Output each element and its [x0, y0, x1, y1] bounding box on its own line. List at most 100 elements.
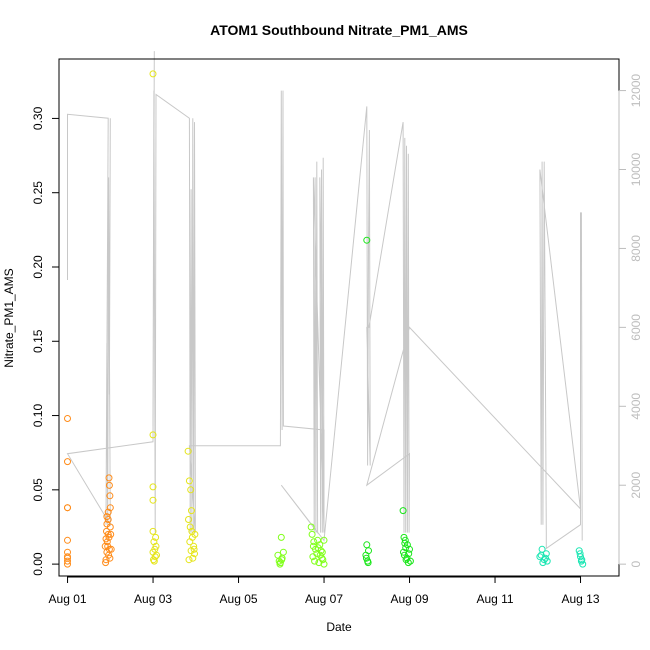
data-point [406, 545, 413, 553]
data-point [405, 550, 413, 558]
data-point [537, 551, 545, 559]
data-point [106, 554, 114, 562]
data-point [186, 523, 194, 531]
y2-tick-label: 8000 [629, 235, 643, 262]
data-point [102, 559, 110, 567]
y2-tick-label: 0 [629, 561, 643, 568]
data-point [310, 538, 318, 546]
data-point [150, 557, 158, 565]
data-point [105, 481, 113, 489]
data-point [107, 530, 115, 538]
data-point [64, 536, 71, 544]
data-point [103, 520, 111, 528]
data-point [578, 556, 586, 564]
data-point [311, 557, 319, 565]
data-point [318, 548, 326, 556]
data-point [104, 508, 112, 516]
data-point [320, 560, 328, 568]
y2-tick-label: 12000 [629, 74, 643, 108]
data-point [184, 447, 192, 455]
data-point [363, 541, 371, 549]
y-tick-label: 0.20 [31, 255, 45, 279]
data-point [105, 545, 113, 553]
data-point [103, 538, 111, 546]
y2-tick-label: 4000 [629, 393, 643, 420]
secondary-line [66, 51, 583, 550]
points-layer [64, 70, 587, 568]
data-point [106, 492, 114, 500]
x-tick-label: Aug 13 [562, 592, 600, 606]
data-point [105, 474, 113, 482]
y-tick-label: 0.05 [31, 478, 45, 502]
y-tick-label: 0.10 [31, 404, 45, 428]
data-point [149, 70, 157, 78]
data-point [149, 483, 157, 491]
y2-tick-label: 10000 [629, 152, 643, 186]
data-point [185, 556, 193, 564]
data-point [188, 507, 195, 515]
data-point [189, 554, 197, 562]
data-point [150, 538, 158, 546]
x-tick-label: Aug 09 [391, 592, 429, 606]
data-point [152, 533, 160, 541]
data-point [543, 557, 551, 565]
data-point [401, 536, 409, 544]
data-point [185, 516, 192, 523]
data-point [362, 554, 370, 562]
x-tick-label: Aug 11 [476, 592, 513, 606]
data-point [307, 523, 315, 531]
y2-axis: 0 2000 4000 6000 8000 10000 12000 [618, 74, 643, 568]
y-tick-label: 0.30 [31, 106, 45, 130]
data-point [149, 527, 157, 535]
x-tick-label: Aug 05 [220, 592, 258, 606]
data-point [579, 560, 587, 568]
x-axis-label: Date [326, 620, 352, 634]
data-point [187, 486, 195, 494]
secondary-line-layer [66, 51, 583, 550]
data-point [406, 557, 414, 565]
data-point [186, 538, 194, 546]
data-point [364, 559, 372, 567]
data-point [309, 553, 317, 561]
data-point [320, 536, 328, 544]
x-tick-label: Aug 07 [305, 592, 343, 606]
data-point [365, 547, 372, 555]
data-point [64, 415, 71, 422]
x-axis: Aug 01 Aug 03 Aug 05 Aug 07 Aug 09 Aug 11 Aug … [49, 576, 600, 606]
data-point [401, 539, 409, 547]
plot-frame [58, 58, 620, 577]
y-tick-label: 0.15 [31, 329, 45, 353]
y-tick-label: 0.25 [31, 181, 45, 205]
data-point [542, 550, 550, 558]
data-point [308, 530, 316, 538]
data-point [399, 507, 407, 515]
data-point [277, 533, 285, 541]
data-point [314, 544, 322, 552]
chart-title: ATOM1 Southbound Nitrate_PM1_AMS [210, 22, 468, 38]
data-point [64, 554, 71, 562]
y-axis-label: Nitrate_PM1_AMS [2, 268, 16, 367]
data-point [278, 556, 286, 564]
data-point [191, 530, 199, 538]
data-point [64, 458, 71, 466]
data-point [64, 557, 71, 565]
y-axis: 0.00 0.05 0.10 0.15 0.20 0.25 0.30 [31, 106, 60, 576]
y-tick-label: 0.00 [31, 552, 45, 576]
y2-tick-label: 6000 [629, 314, 643, 341]
data-point [152, 542, 160, 550]
data-point [104, 516, 112, 523]
x-tick-label: Aug 03 [134, 592, 172, 606]
data-point [64, 504, 71, 512]
data-point [106, 504, 114, 512]
data-point [150, 556, 157, 564]
x-tick-label: Aug 01 [49, 592, 87, 606]
data-point [190, 545, 198, 553]
data-point [404, 559, 412, 567]
data-point [279, 548, 287, 556]
data-point [402, 544, 410, 552]
data-point [185, 477, 193, 485]
data-point [149, 431, 157, 439]
y2-tick-label: 2000 [629, 472, 643, 499]
data-point [149, 496, 157, 504]
